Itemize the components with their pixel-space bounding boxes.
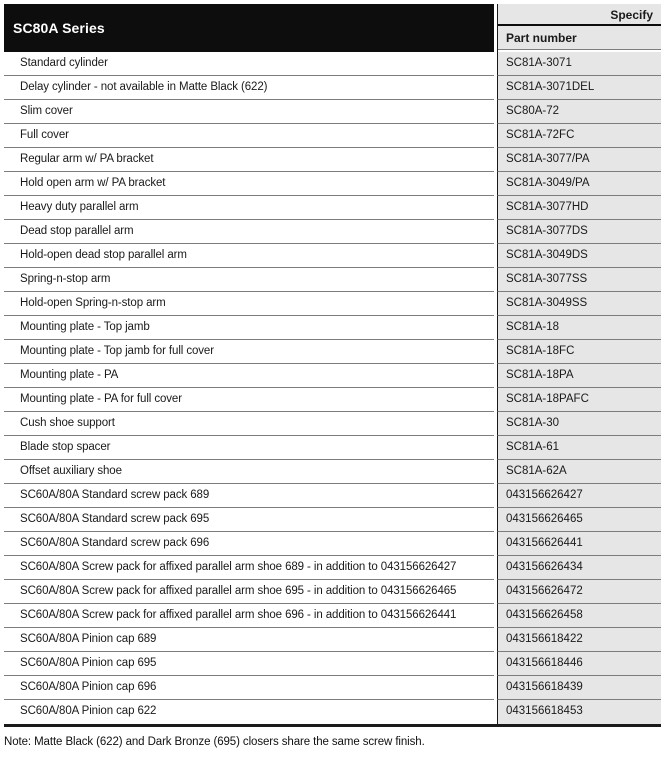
description-cell: Heavy duty parallel arm	[4, 196, 494, 220]
part-number-cell: 043156626465	[497, 508, 661, 532]
part-number-cell: 043156626434	[497, 556, 661, 580]
part-number-cell: SC81A-72FC	[497, 124, 661, 148]
table-row: Dead stop parallel arm SC81A-3077DS	[4, 220, 661, 244]
table-row: Hold-open dead stop parallel arm SC81A-3…	[4, 244, 661, 268]
description-cell: Mounting plate - PA	[4, 364, 494, 388]
table-row: Mounting plate - Top jamb for full cover…	[4, 340, 661, 364]
part-number-cell: SC81A-62A	[497, 460, 661, 484]
part-number-cell: SC81A-3071	[497, 52, 661, 76]
description-cell: Offset auxiliary shoe	[4, 460, 494, 484]
table-row: SC60A/80A Pinion cap 696 043156618439	[4, 676, 661, 700]
description-cell: SC60A/80A Screw pack for affixed paralle…	[4, 604, 494, 628]
table-row: SC60A/80A Screw pack for affixed paralle…	[4, 580, 661, 604]
table-row: SC60A/80A Screw pack for affixed paralle…	[4, 556, 661, 580]
part-number-cell: SC81A-18PAFC	[497, 388, 661, 412]
description-cell: SC60A/80A Screw pack for affixed paralle…	[4, 556, 494, 580]
part-number-label: Part number	[498, 26, 661, 50]
description-cell: SC60A/80A Pinion cap 695	[4, 652, 494, 676]
part-number-cell: 043156618439	[497, 676, 661, 700]
part-number-cell: SC80A-72	[497, 100, 661, 124]
table-row: Mounting plate - Top jamb SC81A-18	[4, 316, 661, 340]
description-cell: Regular arm w/ PA bracket	[4, 148, 494, 172]
table-row: Offset auxiliary shoe SC81A-62A	[4, 460, 661, 484]
part-number-cell: SC81A-3077SS	[497, 268, 661, 292]
description-cell: Mounting plate - Top jamb	[4, 316, 494, 340]
part-number-cell: SC81A-3077/PA	[497, 148, 661, 172]
table-row: Standard cylinder SC81A-3071	[4, 52, 661, 76]
part-number-cell: SC81A-3049SS	[497, 292, 661, 316]
description-cell: Blade stop spacer	[4, 436, 494, 460]
description-cell: Dead stop parallel arm	[4, 220, 494, 244]
description-cell: Full cover	[4, 124, 494, 148]
part-number-cell: SC81A-3049DS	[497, 244, 661, 268]
description-cell: Hold-open Spring-n-stop arm	[4, 292, 494, 316]
part-number-cell: 043156618453	[497, 700, 661, 724]
table-row: SC60A/80A Standard screw pack 696 043156…	[4, 532, 661, 556]
specify-label: Specify	[498, 4, 661, 26]
part-number-cell: 043156626441	[497, 532, 661, 556]
description-cell: SC60A/80A Pinion cap 622	[4, 700, 494, 724]
part-number-cell: SC81A-61	[497, 436, 661, 460]
table-row: SC60A/80A Pinion cap 695 043156618446	[4, 652, 661, 676]
description-cell: Cush shoe support	[4, 412, 494, 436]
table-row: Heavy duty parallel arm SC81A-3077HD	[4, 196, 661, 220]
part-number-cell: 043156618446	[497, 652, 661, 676]
part-number-table: SC80A Series Specify Part number Standar…	[4, 4, 661, 727]
part-number-cell: 043156626458	[497, 604, 661, 628]
series-title: SC80A Series	[4, 4, 494, 52]
part-number-cell: SC81A-3077DS	[497, 220, 661, 244]
table-row: SC60A/80A Standard screw pack 689 043156…	[4, 484, 661, 508]
description-cell: Delay cylinder - not available in Matte …	[4, 76, 494, 100]
table-row: Slim cover SC80A-72	[4, 100, 661, 124]
part-number-cell: SC81A-3049/PA	[497, 172, 661, 196]
part-number-cell: SC81A-18PA	[497, 364, 661, 388]
part-number-cell: SC81A-18FC	[497, 340, 661, 364]
table-bottom-border	[4, 724, 661, 727]
description-cell: Spring-n-stop arm	[4, 268, 494, 292]
table-row: Blade stop spacer SC81A-61	[4, 436, 661, 460]
description-cell: Hold-open dead stop parallel arm	[4, 244, 494, 268]
description-cell: SC60A/80A Screw pack for affixed paralle…	[4, 580, 494, 604]
description-cell: Hold open arm w/ PA bracket	[4, 172, 494, 196]
description-cell: SC60A/80A Standard screw pack 689	[4, 484, 494, 508]
table-row: Mounting plate - PA for full cover SC81A…	[4, 388, 661, 412]
footnote: Note: Matte Black (622) and Dark Bronze …	[4, 736, 425, 748]
table-row: Regular arm w/ PA bracket SC81A-3077/PA	[4, 148, 661, 172]
description-cell: SC60A/80A Standard screw pack 696	[4, 532, 494, 556]
description-cell: SC60A/80A Pinion cap 689	[4, 628, 494, 652]
description-cell: Mounting plate - PA for full cover	[4, 388, 494, 412]
part-number-cell: 043156626472	[497, 580, 661, 604]
table-row: SC60A/80A Standard screw pack 695 043156…	[4, 508, 661, 532]
description-cell: SC60A/80A Pinion cap 696	[4, 676, 494, 700]
table-row: Spring-n-stop arm SC81A-3077SS	[4, 268, 661, 292]
table-row: Cush shoe support SC81A-30	[4, 412, 661, 436]
table-row: Hold-open Spring-n-stop arm SC81A-3049SS	[4, 292, 661, 316]
table-row: SC60A/80A Screw pack for affixed paralle…	[4, 604, 661, 628]
description-cell: Mounting plate - Top jamb for full cover	[4, 340, 494, 364]
table-row: SC60A/80A Pinion cap 622 043156618453	[4, 700, 661, 724]
part-number-cell: 043156618422	[497, 628, 661, 652]
table-body: Standard cylinder SC81A-3071 Delay cylin…	[4, 52, 661, 724]
description-cell: SC60A/80A Standard screw pack 695	[4, 508, 494, 532]
table-row: Delay cylinder - not available in Matte …	[4, 76, 661, 100]
specify-column-header: Specify Part number	[497, 4, 661, 52]
part-number-cell: SC81A-30	[497, 412, 661, 436]
table-row: Full cover SC81A-72FC	[4, 124, 661, 148]
part-number-cell: SC81A-3071DEL	[497, 76, 661, 100]
table-row: SC60A/80A Pinion cap 689 043156618422	[4, 628, 661, 652]
part-number-cell: SC81A-3077HD	[497, 196, 661, 220]
part-number-cell: SC81A-18	[497, 316, 661, 340]
table-header: SC80A Series Specify Part number	[4, 4, 661, 52]
table-row: Hold open arm w/ PA bracket SC81A-3049/P…	[4, 172, 661, 196]
table-row: Mounting plate - PA SC81A-18PA	[4, 364, 661, 388]
part-number-cell: 043156626427	[497, 484, 661, 508]
description-cell: Standard cylinder	[4, 52, 494, 76]
description-cell: Slim cover	[4, 100, 494, 124]
